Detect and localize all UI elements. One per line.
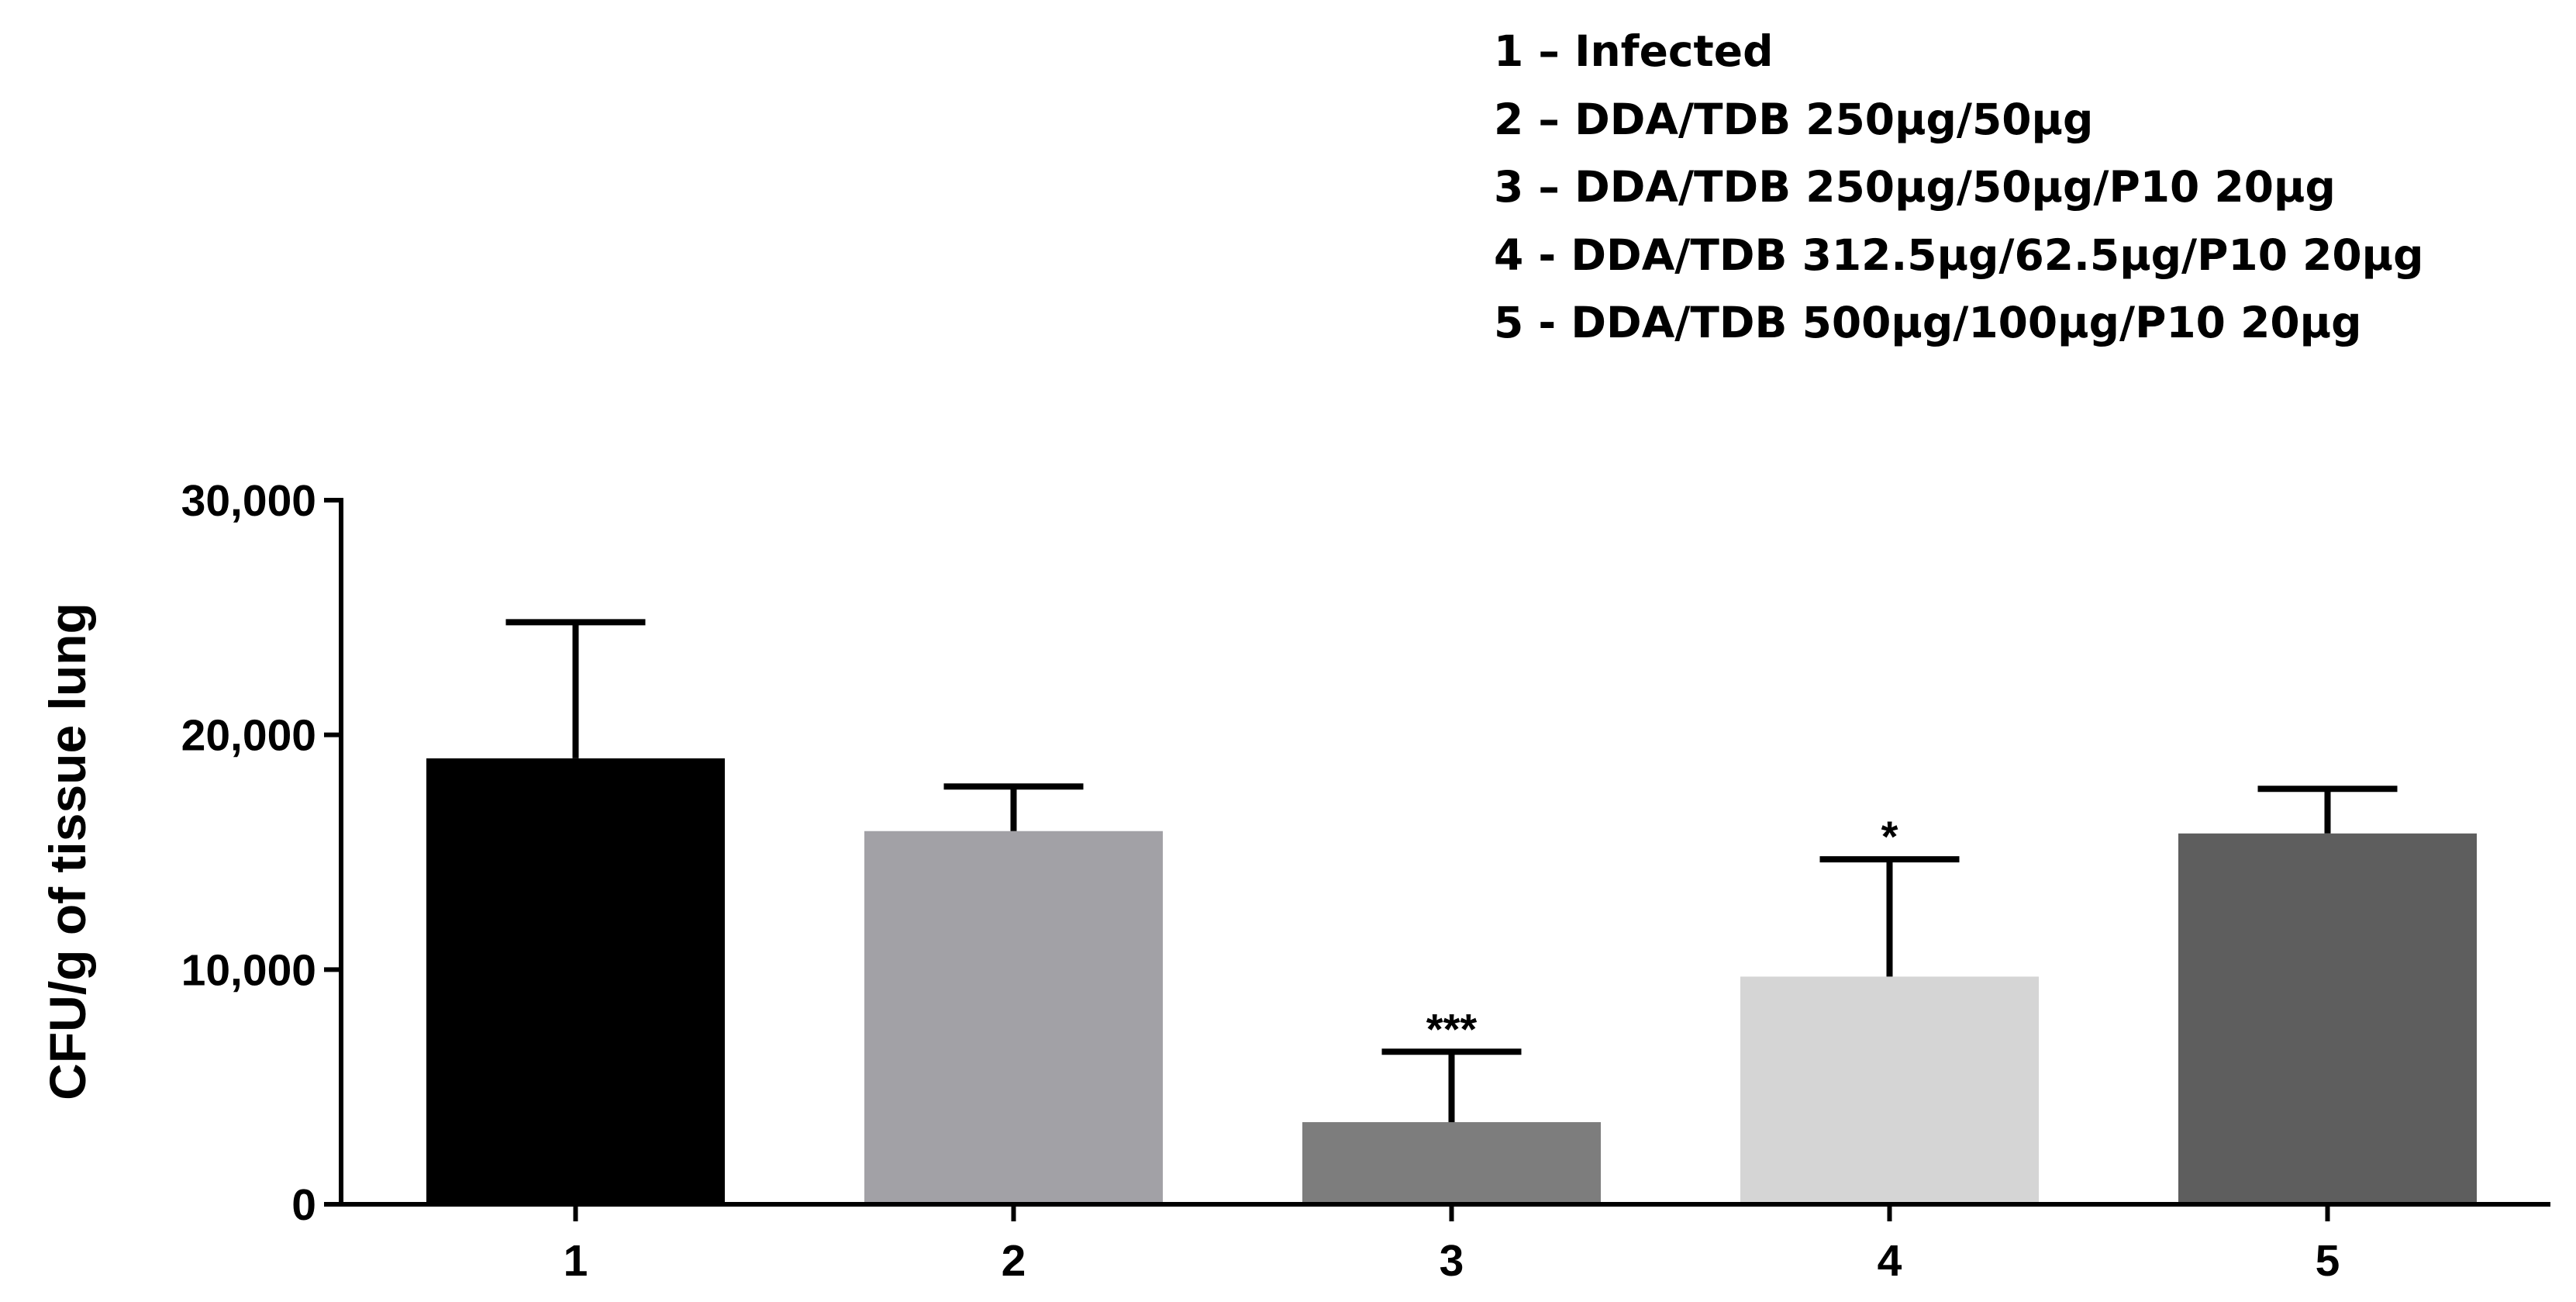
bar-2 xyxy=(864,831,1163,1204)
bar-4 xyxy=(1740,976,2039,1204)
y-tick-label-0: 0 xyxy=(291,1180,316,1230)
legend-item-5: 5 - DDA/TDB 500µg/100µg/P10 20µg xyxy=(1494,298,2361,347)
plot-area: 1 2 *** 3 * 4 5 0 10,000 20,000 30,000 xyxy=(181,476,2550,1286)
y-tick-label-10000: 10,000 xyxy=(181,945,316,995)
legend-item-3: 3 – DDA/TDB 250µg/50µg/P10 20µg xyxy=(1494,162,2336,212)
y-tick-label-30000: 30,000 xyxy=(181,476,316,526)
significance-label-4: * xyxy=(1881,812,1898,861)
x-tick-label-4: 4 xyxy=(1878,1236,1902,1286)
x-tick-label-1: 1 xyxy=(564,1236,588,1286)
legend: 1 – Infected 2 – DDA/TDB 250µg/50µg 3 – … xyxy=(1494,26,2424,347)
legend-item-1: 1 – Infected xyxy=(1494,26,1773,76)
legend-item-4: 4 - DDA/TDB 312.5µg/62.5µg/P10 20µg xyxy=(1494,230,2424,280)
x-tick-label-5: 5 xyxy=(2316,1236,2340,1286)
legend-item-2: 2 – DDA/TDB 250µg/50µg xyxy=(1494,95,2093,144)
x-tick-label-3: 3 xyxy=(1440,1236,1464,1286)
x-tick-label-2: 2 xyxy=(1002,1236,1026,1286)
y-axis-label: CFU/g of tissue lung xyxy=(39,603,96,1100)
bar-5 xyxy=(2178,833,2477,1204)
significance-label-3: *** xyxy=(1426,1004,1478,1053)
y-tick-label-20000: 20,000 xyxy=(181,711,316,761)
bar-1 xyxy=(426,758,725,1204)
bar-3 xyxy=(1302,1122,1601,1204)
